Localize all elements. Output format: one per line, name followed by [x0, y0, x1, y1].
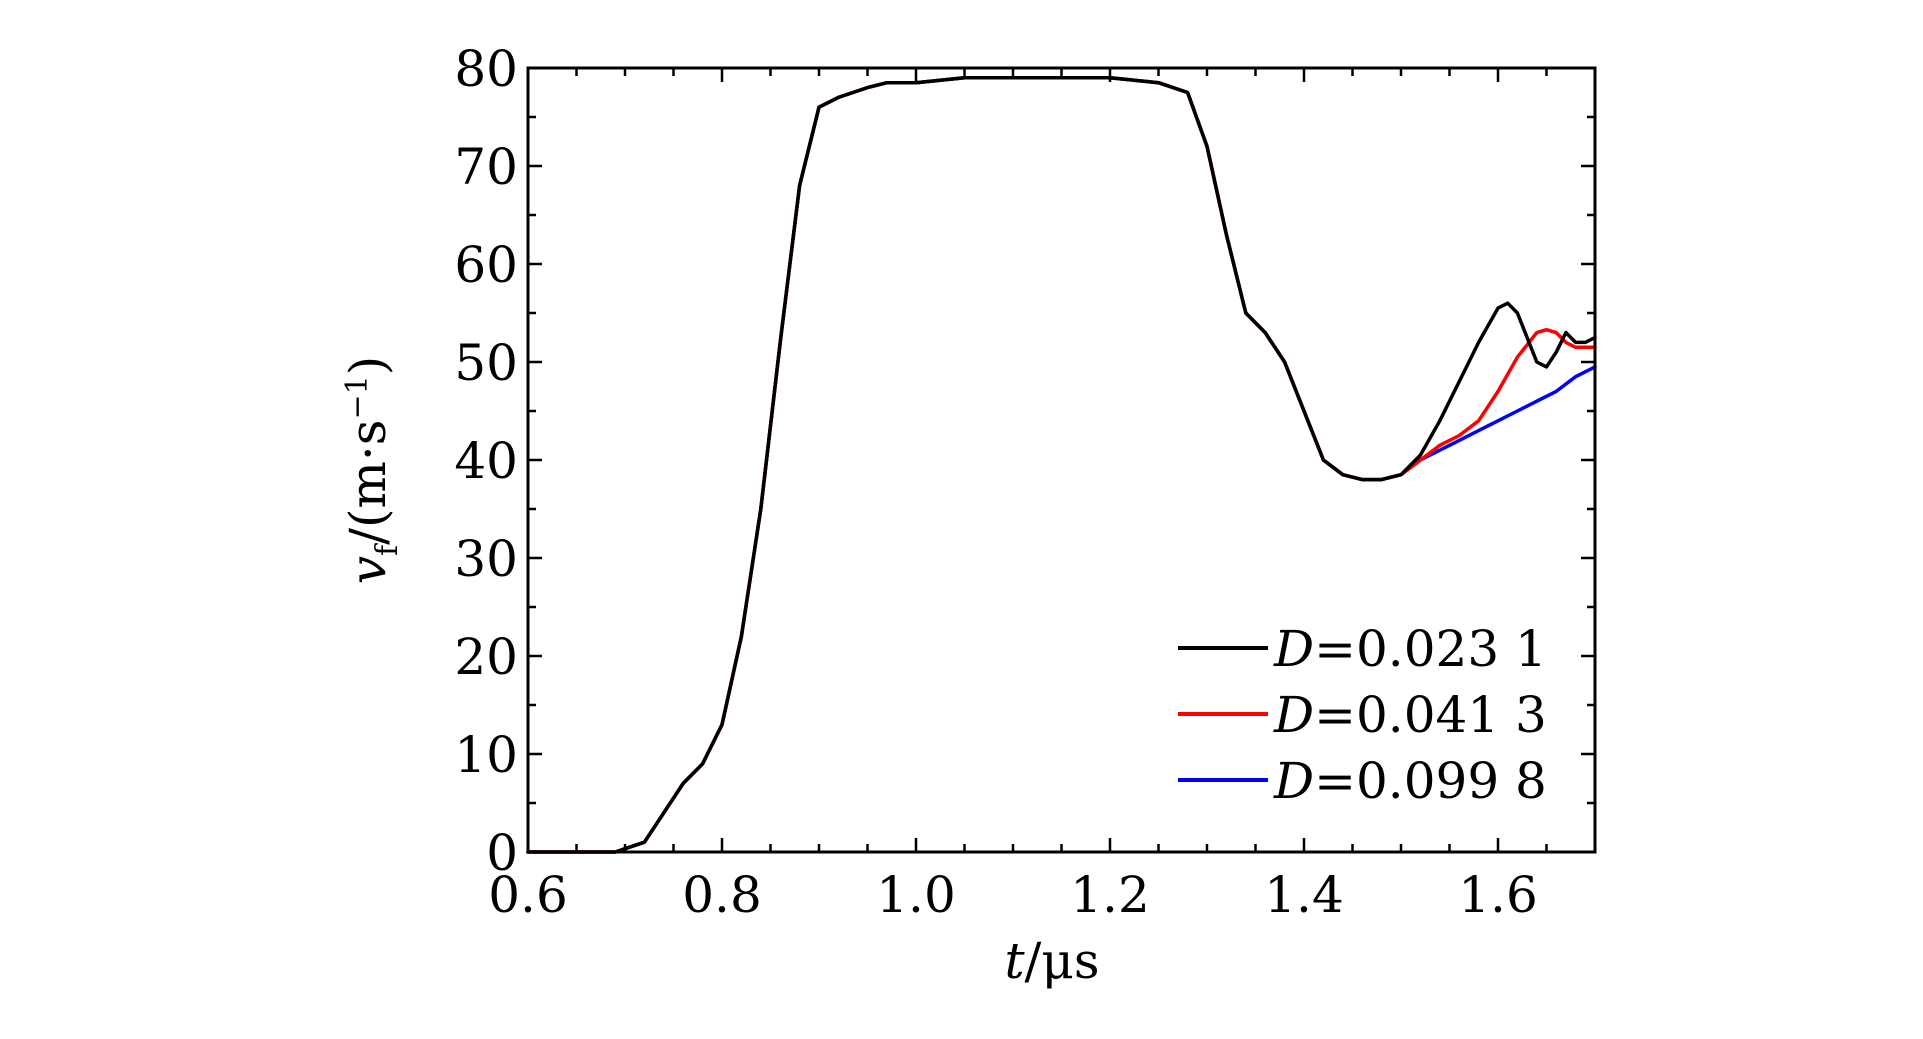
- y-tick-label: 60: [454, 236, 518, 294]
- legend-label-1: D=0.023 1: [1273, 620, 1547, 678]
- y-axis-label: vf/(m·s−1): [339, 356, 405, 584]
- legend-label-variable: D: [1273, 620, 1314, 678]
- y-tick-label: 30: [454, 530, 518, 588]
- x-axis-label: t/μs: [1004, 932, 1099, 990]
- x-tick-label: 1.2: [1070, 866, 1150, 924]
- legend-label-variable: D: [1273, 752, 1314, 810]
- x-axis-unit: /μs: [1025, 932, 1100, 990]
- y-axis-unit: /(m·s: [339, 420, 397, 545]
- x-axis-variable: t: [1004, 932, 1025, 990]
- legend-label-variable: D: [1273, 686, 1314, 744]
- x-tick-label: 1.4: [1264, 866, 1344, 924]
- legend-label-value: =0.023 1: [1314, 620, 1547, 678]
- x-tick-label: 1.0: [876, 866, 956, 924]
- y-axis-variable-subscript: f: [370, 543, 405, 556]
- y-axis-variable: v: [339, 556, 397, 584]
- legend-label-value: =0.099 8: [1314, 752, 1547, 810]
- x-tick-label: 1.6: [1458, 866, 1538, 924]
- x-tick-label: 0.8: [682, 866, 762, 924]
- y-tick-label: 0: [486, 824, 518, 882]
- y-tick-label: 50: [454, 334, 518, 392]
- y-tick-labels: 0 10 20 30 40 50 60 70 80: [454, 40, 518, 882]
- y-tick-label: 20: [454, 628, 518, 686]
- y-axis-unit-superscript: −1: [340, 375, 375, 419]
- legend-label-value: =0.041 3: [1314, 686, 1547, 744]
- y-tick-label: 80: [454, 40, 518, 98]
- y-tick-label: 10: [454, 726, 518, 784]
- y-tick-label: 70: [454, 138, 518, 196]
- legend: D=0.023 1D=0.041 3D=0.099 8: [1178, 620, 1547, 810]
- series-line-1: [526, 76, 1597, 854]
- x-tick-label: 0.6: [488, 866, 568, 924]
- y-tick-label: 40: [454, 432, 518, 490]
- y-axis-unit-close: ): [339, 356, 397, 376]
- x-tick-labels: 0.6 0.8 1.0 1.2 1.4 1.6: [488, 866, 1538, 924]
- series-layer: [526, 76, 1597, 854]
- axis-ticks: [526, 66, 1597, 854]
- legend-label-2: D=0.041 3: [1273, 686, 1547, 744]
- legend-label-3: D=0.099 8: [1273, 752, 1547, 810]
